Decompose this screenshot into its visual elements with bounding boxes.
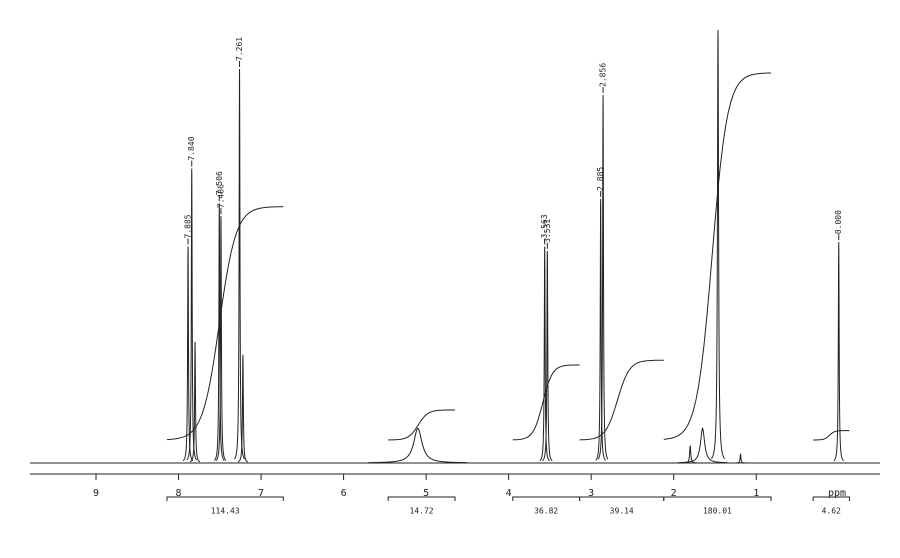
- integral-label: 39.14: [610, 507, 634, 516]
- x-tick-label: 1: [753, 488, 759, 499]
- integral-bracket: [812, 496, 850, 501]
- x-tick-label: 9: [93, 488, 99, 499]
- x-tick-label: 2: [671, 488, 677, 499]
- x-tick-label: 8: [176, 488, 182, 499]
- peak-label: 2.856: [599, 63, 608, 87]
- peak: [368, 427, 468, 464]
- peak: [186, 168, 198, 461]
- integral-bracket: [512, 496, 581, 501]
- peak: [595, 198, 606, 461]
- peak: [182, 246, 194, 462]
- peak: [711, 29, 726, 460]
- integral-bracket: [387, 496, 456, 501]
- peak: [237, 354, 249, 463]
- peak: [189, 341, 201, 463]
- integral-label: 4.62: [822, 507, 841, 516]
- integral-curve: [388, 409, 456, 441]
- peak: [833, 242, 845, 462]
- peak-label: 0.000: [834, 210, 843, 234]
- x-tick-label: 3: [588, 488, 594, 499]
- peak: [735, 452, 746, 464]
- peak: [597, 94, 609, 460]
- peak-label: 7.840: [187, 136, 196, 160]
- x-tick-label: 7: [258, 488, 264, 499]
- x-tick-label: 6: [341, 488, 347, 499]
- x-axis-label: ppm: [828, 488, 846, 499]
- peak: [539, 246, 550, 462]
- integral-curve: [512, 364, 580, 441]
- integral-bracket: [166, 496, 284, 501]
- peak: [213, 203, 225, 461]
- peak-label: 2.885: [596, 167, 605, 191]
- peak-label: 3.531: [543, 219, 552, 243]
- integral-label: 180.01: [703, 507, 732, 516]
- peak-label: 7.261: [235, 37, 244, 61]
- peak: [234, 68, 245, 460]
- x-tick-label: 4: [506, 488, 512, 499]
- integral-curve: [813, 430, 850, 441]
- integral-label: 36.82: [534, 507, 558, 516]
- peak-label: 3.563: [540, 214, 549, 238]
- integral-curve: [579, 359, 664, 441]
- integral-label: 14.72: [410, 507, 434, 516]
- peak: [542, 250, 553, 462]
- integral-curve: [166, 206, 284, 441]
- x-tick-label: 5: [423, 488, 429, 499]
- peak-label: 7.506: [215, 171, 224, 195]
- integral-bracket: [663, 496, 772, 501]
- peak-label: 7.486: [216, 184, 225, 208]
- peak-label: 7.885: [184, 214, 193, 238]
- integral-label: 114.43: [211, 507, 240, 516]
- peak: [215, 216, 227, 461]
- peak: [677, 427, 728, 464]
- integral-curve: [663, 72, 772, 440]
